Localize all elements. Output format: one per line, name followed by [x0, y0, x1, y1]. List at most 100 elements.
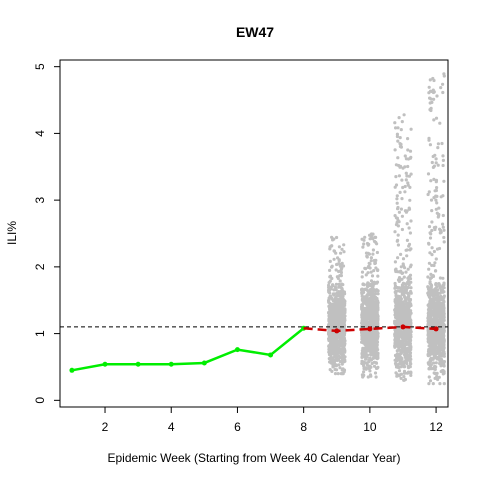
sample-point [426, 328, 431, 332]
sample-point [408, 185, 412, 189]
sample-point [432, 249, 436, 254]
sample-point [406, 370, 411, 374]
sample-point [372, 295, 376, 299]
sample-point [428, 323, 432, 327]
sample-point [438, 382, 442, 386]
sample-point [398, 165, 402, 169]
sample-point [438, 358, 442, 362]
y-tick-label: 5 [33, 63, 47, 70]
sample-point [433, 269, 438, 273]
sample-point [372, 258, 376, 263]
sample-point [369, 270, 373, 274]
sample-point [437, 212, 441, 217]
sample-point [336, 351, 340, 355]
sample-point [405, 174, 409, 178]
sample-point [368, 233, 372, 237]
sample-point [366, 281, 370, 285]
sample-point [393, 121, 397, 125]
sample-point [405, 329, 409, 333]
sample-point [395, 134, 399, 139]
sample-point [329, 344, 333, 349]
sample-point [434, 257, 438, 261]
sample-point [328, 247, 332, 251]
sample-point [398, 299, 403, 303]
y-axis-label: ILI% [5, 221, 19, 245]
sample-point [407, 320, 411, 324]
sample-point [429, 198, 434, 202]
sample-point [328, 333, 332, 337]
sample-point [409, 155, 413, 159]
sample-point [338, 360, 342, 364]
sample-point [397, 116, 401, 120]
sample-point [431, 294, 436, 298]
sample-point [337, 363, 341, 367]
sample-point [334, 363, 338, 367]
sample-point [399, 252, 403, 256]
sample-point [402, 275, 406, 279]
sample-point [426, 291, 430, 295]
sample-point [327, 281, 331, 285]
sample-point [439, 364, 443, 368]
sample-point [395, 349, 399, 353]
sample-point [374, 289, 378, 293]
sample-point [360, 294, 364, 298]
x-axis: 2 4 6 8 10 12 [102, 406, 443, 434]
sample-point [333, 309, 337, 313]
sample-point [328, 268, 332, 272]
sample-point [426, 316, 430, 320]
sample-point [430, 246, 434, 250]
sample-point [393, 321, 397, 326]
sample-point [338, 366, 342, 370]
sample-point [360, 292, 364, 296]
sample-point [405, 222, 409, 226]
sample-point [434, 292, 438, 296]
sample-point [327, 357, 331, 361]
sample-point [438, 121, 442, 125]
sample-point [367, 264, 371, 268]
sample-point [370, 297, 374, 302]
sample-point [394, 126, 398, 130]
sample-point [364, 341, 368, 345]
observed-point [168, 361, 174, 367]
sample-point [341, 356, 345, 360]
sample-point [362, 370, 366, 374]
sample-point [434, 303, 438, 307]
sample-point [407, 226, 411, 230]
sample-point [400, 341, 404, 345]
sample-point [362, 367, 366, 371]
sample-point [432, 263, 436, 268]
sample-point [431, 90, 436, 95]
sample-point [438, 227, 442, 231]
sample-point [342, 370, 346, 374]
sample-point [399, 145, 403, 149]
y-tick-label: 4 [33, 130, 47, 137]
chart-title: EW47 [236, 24, 274, 40]
sample-point [366, 348, 370, 352]
y-tick-label: 2 [33, 263, 47, 270]
sample-point [397, 330, 402, 334]
sample-point [335, 275, 339, 279]
sample-point [393, 340, 398, 344]
sample-point [439, 322, 443, 326]
sample-point [430, 100, 434, 104]
sample-point [429, 303, 433, 307]
observed-point [135, 361, 141, 367]
sample-point [341, 289, 345, 293]
sample-point [330, 264, 334, 268]
sample-point [360, 340, 364, 344]
sample-point [368, 310, 372, 314]
sample-point [341, 350, 345, 354]
sample-point [442, 286, 446, 290]
sample-point [438, 314, 442, 319]
sample-point [396, 218, 400, 222]
sample-point [442, 235, 446, 240]
sample-point [408, 248, 412, 252]
sample-point [400, 214, 404, 218]
x-tick-label: 12 [429, 420, 443, 434]
sample-point [328, 295, 332, 299]
sample-point [434, 161, 438, 165]
sample-point [338, 274, 342, 278]
sample-point [342, 343, 346, 347]
sample-point [432, 290, 436, 294]
sample-point [400, 197, 404, 201]
